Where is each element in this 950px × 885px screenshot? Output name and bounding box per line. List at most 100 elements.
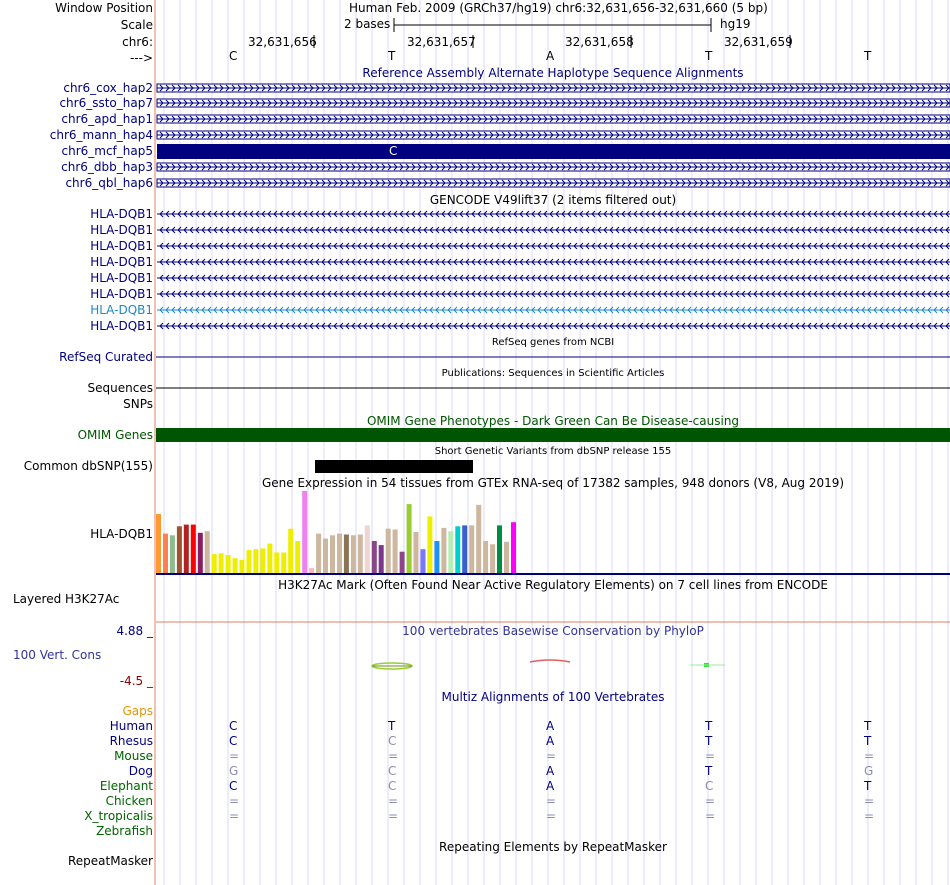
coord-label: 32,631,658 (565, 35, 634, 49)
alt-haplotype-label[interactable]: chr6_qbl_hap6 (65, 176, 153, 190)
gtex-tissue-bar (274, 552, 280, 573)
gencode-transcript-arrows (159, 226, 950, 234)
alt-haplotype-label[interactable]: chr6_apd_hap1 (61, 112, 153, 126)
conservation-max-label: 4.88 _ (116, 624, 153, 638)
gencode-gene-label[interactable]: HLA-DQB1 (90, 319, 153, 333)
chrom-label: chr6: (122, 35, 153, 49)
multiz-base: = (705, 794, 716, 808)
gencode-gene-label[interactable]: HLA-DQB1 (90, 239, 153, 253)
multiz-species-label[interactable]: Zebrafish (96, 824, 153, 838)
refseq-title[interactable]: RefSeq genes from NCBI (491, 337, 615, 348)
omim-title[interactable]: OMIM Gene Phenotypes - Dark Green Can Be… (366, 414, 740, 428)
gencode-title[interactable]: GENCODE V49lift37 (2 items filtered out) (429, 193, 677, 207)
omim-gene-bar (156, 428, 950, 442)
gencode-transcript-arrows (159, 322, 950, 330)
gtex-title[interactable]: Gene Expression in 54 tissues from GTEx … (261, 476, 845, 490)
gtex-tissue-bar (469, 525, 475, 573)
multiz-species-label[interactable]: Chicken (105, 794, 153, 808)
gencode-transcript-arrows (159, 274, 950, 282)
repeatmasker-title[interactable]: Repeating Elements by RepeatMasker (439, 840, 667, 854)
gtex-tissue-bar (281, 552, 287, 573)
multiz-species-label[interactable]: Dog (128, 764, 153, 778)
alt-haplotype-label[interactable]: chr6_ssto_hap7 (59, 96, 153, 110)
conservation-label[interactable]: 100 Vert. Cons (13, 648, 102, 662)
publications-label[interactable]: Sequences (87, 381, 153, 395)
multiz-species-label[interactable]: X_tropicalis (84, 809, 153, 823)
multiz-base: G (864, 764, 874, 778)
coord-label: 32,631,656 (248, 35, 317, 49)
multiz-base: A (546, 719, 555, 733)
gtex-tissue-bar (413, 532, 419, 573)
multiz-base: T (388, 719, 396, 733)
multiz-species-label[interactable]: Mouse (114, 749, 153, 763)
snps-label[interactable]: SNPs (123, 397, 153, 411)
gtex-tissue-bar (302, 491, 308, 573)
multiz-base: C (229, 779, 238, 793)
multiz-species-label[interactable]: Rhesus (109, 734, 153, 748)
alt-haplotype-label[interactable]: chr6_cox_hap2 (63, 81, 153, 95)
multiz-base: T (864, 719, 872, 733)
gtex-tissue-bar (385, 528, 391, 573)
gtex-tissue-bar (511, 522, 516, 573)
gtex-tissue-bar (330, 535, 335, 573)
phylop-conservation-marks (371, 659, 725, 670)
alt-haplotype-title[interactable]: Reference Assembly Alternate Haplotype S… (362, 66, 744, 80)
alt-haplotype-alignments (156, 83, 950, 188)
gtex-tissue-bar (316, 533, 322, 573)
gtex-tissue-bar (183, 524, 189, 573)
gtex-tissue-bar (211, 554, 217, 573)
dbsnp-title[interactable]: Short Genetic Variants from dbSNP releas… (434, 446, 672, 457)
scale-bar (393, 18, 712, 32)
omim-label[interactable]: OMIM Genes (77, 428, 153, 442)
multiz-species-label[interactable]: Human (109, 719, 153, 733)
scale-label: Scale (120, 18, 153, 32)
alt-haplotype-label[interactable]: chr6_dbb_hap3 (61, 160, 153, 174)
multiz-base: = (388, 794, 399, 808)
gencode-transcript-arrows (159, 258, 950, 266)
window-position-label: Window Position (55, 1, 153, 15)
gtex-tissue-bar (288, 528, 294, 573)
dbsnp-label[interactable]: Common dbSNP(155) (23, 459, 153, 473)
coord-label: 32,631,659 (724, 35, 793, 49)
multiz-base: = (864, 809, 875, 823)
refseq-label[interactable]: RefSeq Curated (59, 350, 153, 364)
gtex-tissue-bar (490, 544, 496, 573)
gencode-gene-label[interactable]: HLA-DQB1 (90, 271, 153, 285)
alt-hap-arrows (159, 163, 950, 171)
alt-haplotype-label[interactable]: chr6_mcf_hap5 (61, 144, 154, 158)
multiz-base: = (546, 809, 557, 823)
multiz-base: = (864, 749, 875, 763)
gtex-gene-label[interactable]: HLA-DQB1 (90, 527, 153, 541)
base-letter: T (864, 49, 872, 63)
conservation-title[interactable]: 100 vertebrates Basewise Conservation by… (402, 624, 704, 638)
multiz-title[interactable]: Multiz Alignments of 100 Vertebrates (441, 690, 665, 704)
gencode-transcripts (157, 210, 950, 330)
gtex-tissue-bar (504, 541, 509, 573)
gencode-gene-label[interactable]: HLA-DQB1 (90, 287, 153, 301)
multiz-species-label[interactable]: Elephant (99, 779, 153, 793)
h3k27ac-label[interactable]: Layered H3K27Ac (13, 592, 120, 606)
gtex-tissue-bar (476, 504, 482, 573)
strand-label: ---> (129, 51, 153, 65)
multiz-base: = (864, 794, 875, 808)
h3k27ac-title[interactable]: H3K27Ac Mark (Often Found Near Active Re… (278, 578, 828, 592)
alt-haplotype-label[interactable]: chr6_mann_hap4 (49, 128, 153, 142)
multiz-base: = (546, 749, 557, 763)
coord-label: 32,631,657 (407, 35, 476, 49)
gencode-gene-label[interactable]: HLA-DQB1 (90, 255, 153, 269)
mcf-hap-base: C (389, 144, 398, 158)
gencode-gene-label[interactable]: HLA-DQB1 (90, 223, 153, 237)
mcf-hap-block (157, 144, 950, 159)
gtex-tissue-bar (295, 541, 301, 573)
publications-title[interactable]: Publications: Sequences in Scientific Ar… (441, 368, 665, 379)
repeatmasker-label[interactable]: RepeatMasker (67, 854, 153, 868)
gencode-gene-label[interactable]: HLA-DQB1 (90, 207, 153, 221)
gencode-gene-label[interactable]: HLA-DQB1 (90, 303, 153, 317)
gtex-tissue-bar (406, 504, 412, 573)
multiz-base: T (705, 764, 713, 778)
gtex-tissue-bar (434, 541, 440, 573)
multiz-base: C (229, 734, 238, 748)
window-position-value: Human Feb. 2009 (GRCh37/hg19) chr6:32,63… (349, 1, 768, 15)
gtex-tissue-bar (260, 548, 266, 573)
multiz-base: = (229, 749, 240, 763)
